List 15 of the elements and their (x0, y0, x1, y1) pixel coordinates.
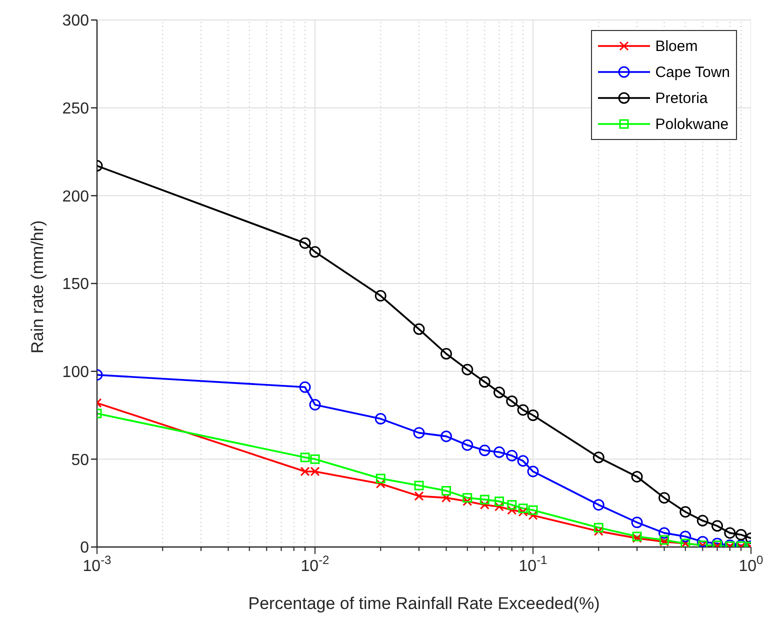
legend-label: Bloem (655, 38, 698, 54)
y-tick-label: 250 (62, 100, 90, 118)
y-tick-label: 150 (62, 276, 90, 294)
y-tick-label: 50 (71, 452, 90, 469)
x-axis-title: Percentage of time Rainfall Rate Exceeded(%) (248, 594, 600, 613)
y-tick-label: 100 (62, 364, 90, 382)
y-tick-label: 200 (62, 188, 90, 206)
y-tick-label: 300 (62, 12, 90, 30)
legend-label: Polokwane (655, 116, 729, 132)
x-tick-label: 10$^{-1}$ (518, 553, 548, 575)
x-tick-label: 10$^{0}$ (738, 553, 764, 575)
legend-label: Cape Town (655, 64, 730, 80)
x-tick-label: 10$^{-2}$ (300, 553, 330, 575)
legend-label: Pretoria (655, 90, 708, 106)
y-axis-title: Rain rate (mm/hr) (28, 220, 48, 354)
